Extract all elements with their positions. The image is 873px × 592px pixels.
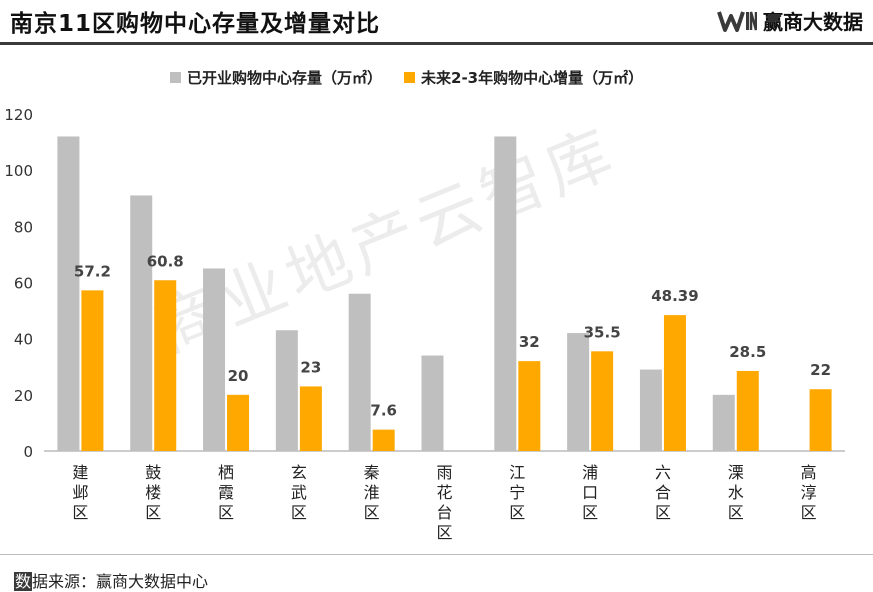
x-tick-label: 浦口区 [582, 463, 598, 522]
header-divider [0, 42, 873, 45]
x-tick-label: 雨花台区 [436, 463, 452, 542]
y-tick-label: 80 [14, 218, 33, 236]
y-tick-label: 60 [14, 275, 33, 293]
data-label: 35.5 [584, 323, 621, 341]
footer-divider [0, 554, 873, 555]
x-tick-label: 高淳区 [801, 463, 817, 522]
bar-increment [663, 315, 686, 451]
x-tick-label: 秦淮区 [364, 463, 380, 522]
bar-stock [203, 268, 226, 451]
x-tick-label: 溧水区 [728, 463, 744, 522]
bar-increment [227, 394, 250, 451]
y-tick-label: 40 [14, 331, 33, 349]
legend-label-increment: 未来2-3年购物中心增量（万㎡） [421, 69, 644, 87]
chart-legend: 已开业购物中心存量（万㎡） 未来2-3年购物中心增量（万㎡） [170, 67, 665, 88]
bar-stock [639, 369, 662, 451]
bar-increment [299, 386, 322, 451]
y-tick-label: 20 [14, 387, 33, 405]
legend-swatch-stock [170, 72, 181, 83]
bar-increment [81, 290, 104, 451]
data-source: 数据来源：赢商大数据中心 [14, 568, 208, 592]
bar-stock [567, 333, 590, 451]
data-label: 32 [519, 333, 540, 351]
x-tick-label: 六合区 [655, 463, 671, 522]
brand-logo: 赢商大数据 [717, 6, 863, 35]
bar-increment [809, 389, 832, 451]
win-logo-icon [717, 10, 757, 32]
bar-stock [275, 330, 298, 451]
x-tick-label: 玄武区 [291, 463, 307, 522]
bar-increment [518, 361, 541, 451]
legend-item-stock: 已开业购物中心存量（万㎡） [170, 67, 382, 88]
source-mark: 数 [14, 572, 33, 591]
bar-increment [372, 429, 395, 451]
data-label: 28.5 [729, 343, 766, 361]
data-label: 7.6 [370, 402, 397, 420]
bar-increment [154, 280, 177, 451]
x-tick-label: 栖霞区 [218, 463, 234, 522]
bar-stock [130, 195, 153, 451]
bar-stock [421, 355, 444, 451]
bar-increment [591, 351, 614, 451]
bar-stock [348, 293, 371, 451]
y-tick-label: 120 [4, 106, 33, 124]
page-title: 南京11区购物中心存量及增量对比 [10, 11, 381, 37]
bar-increment [736, 370, 759, 451]
bar-stock [712, 394, 735, 451]
data-label: 20 [228, 367, 249, 385]
legend-swatch-increment [404, 72, 416, 83]
y-tick-label: 0 [23, 443, 33, 461]
bar-stock [494, 136, 517, 451]
header: 南京11区购物中心存量及增量对比 赢商大数据 [0, 0, 873, 42]
data-label: 57.2 [74, 262, 111, 280]
data-label: 23 [300, 358, 321, 376]
brand-name: 赢商大数据 [763, 10, 863, 34]
legend-item-increment: 未来2-3年购物中心增量（万㎡） [404, 67, 643, 88]
bar-stock [57, 136, 80, 451]
data-label: 22 [810, 361, 831, 379]
legend-label-stock: 已开业购物中心存量（万㎡） [187, 69, 383, 87]
y-tick-label: 100 [4, 162, 33, 180]
data-label: 60.8 [147, 252, 184, 270]
x-tick-label: 江宁区 [509, 463, 525, 522]
source-text: 据来源：赢商大数据中心 [32, 572, 209, 591]
x-tick-label: 鼓楼区 [145, 463, 161, 522]
data-label: 48.39 [651, 287, 698, 305]
x-tick-label: 建邺区 [72, 463, 88, 522]
